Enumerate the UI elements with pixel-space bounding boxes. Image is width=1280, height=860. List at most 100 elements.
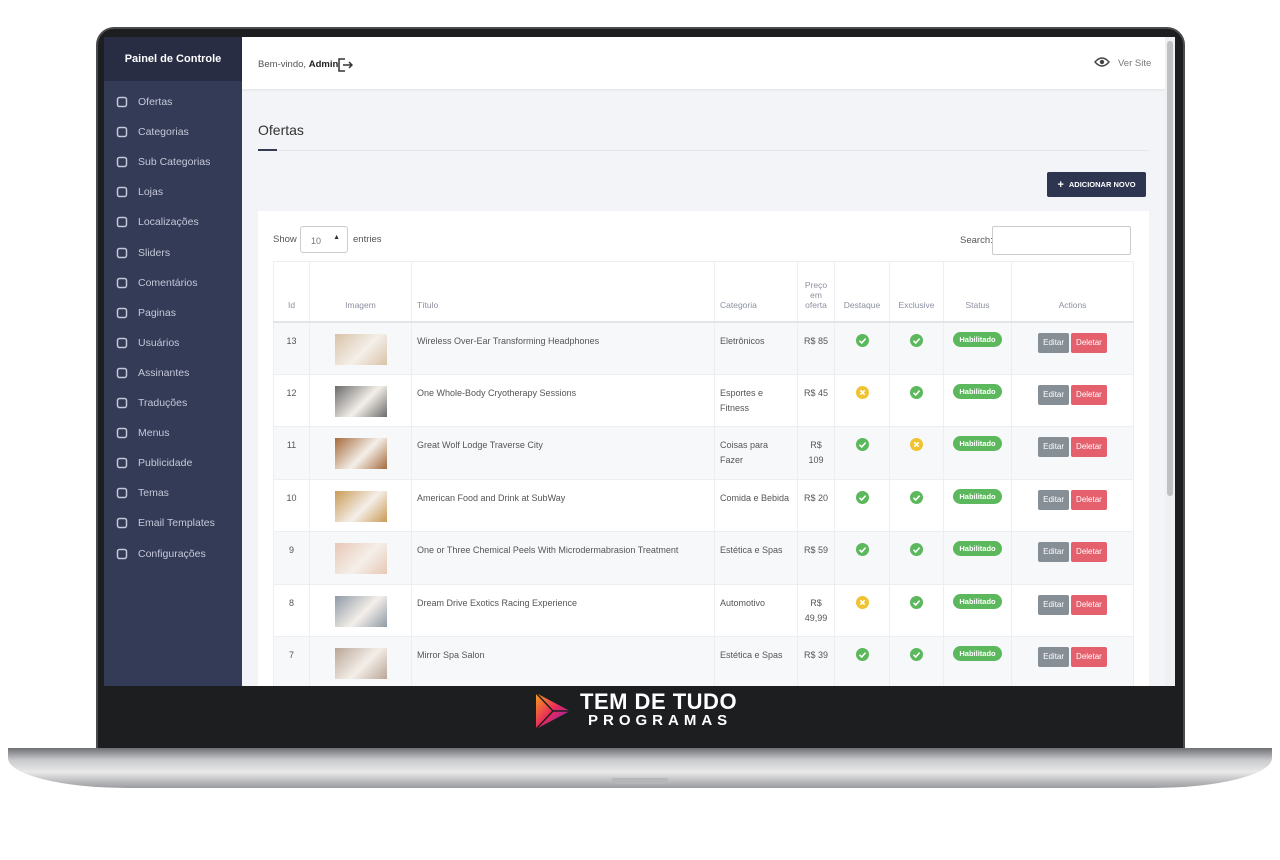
icon-glyph	[858, 442, 866, 449]
cell-title: Wireless Over-Ear Transforming Headphone…	[411, 321, 715, 375]
menu-label: Sub Categorias	[138, 156, 211, 169]
icon-shape	[116, 518, 128, 529]
cell-price: R$ 59	[797, 531, 835, 585]
menu-label: Menus	[138, 427, 170, 440]
menu-item[interactable]: Localizações	[116, 211, 240, 233]
edit-button[interactable]: Editar	[1038, 437, 1070, 457]
menu-item[interactable]: Configurações	[116, 543, 240, 565]
edit-button[interactable]: Editar	[1038, 594, 1070, 615]
menu-icon	[116, 488, 128, 499]
cell-title: American Food and Drink at SubWay	[411, 478, 715, 532]
menu-item[interactable]: Publicidade	[116, 452, 240, 474]
scrollbar[interactable]	[1165, 37, 1175, 686]
delete-button[interactable]: Deletar	[1071, 437, 1107, 457]
menu-item[interactable]: Menus	[116, 422, 240, 444]
check-icon	[855, 490, 869, 504]
cell-actions: Editar Deletar	[1011, 531, 1134, 585]
status-badge: Habilitado	[953, 436, 1002, 451]
cross-icon	[855, 595, 869, 609]
delete-button[interactable]: Deletar	[1071, 594, 1107, 615]
thumbnail	[334, 490, 387, 522]
status-badge: Habilitado	[953, 383, 1002, 399]
table-row: 11 Great Wolf Lodge Traverse City Coisas p…	[273, 426, 1134, 480]
menu-item[interactable]: Paginas	[116, 302, 240, 324]
edit-button[interactable]: Editar	[1038, 384, 1070, 405]
menu-item[interactable]: Temas	[116, 482, 240, 504]
table-card: Show 10 ▲ entries Search: Id Imagem Título C…	[258, 211, 1149, 686]
table-row: 9 One or Three Chemical Peels With Microd…	[273, 531, 1134, 585]
edit-button[interactable]: Editar	[1038, 647, 1070, 667]
cell-featured	[834, 531, 890, 585]
menu-item[interactable]: Ofertas	[116, 91, 240, 113]
table-row: 12 One Whole-Body Cryotherapy Sessions Esp…	[273, 373, 1134, 427]
screen: Painel de Controle Ofertas Categorias Sub …	[104, 37, 1175, 686]
welcome-text: Bem-vindo,	[258, 59, 307, 70]
edit-button[interactable]: Editar	[1038, 542, 1070, 562]
logout-icon[interactable]	[337, 57, 353, 73]
icon-glyph	[912, 389, 921, 396]
cell-image	[309, 321, 412, 375]
icon-glyph	[858, 547, 866, 554]
divider	[258, 150, 1149, 151]
delete-button[interactable]: Deletar	[1071, 542, 1107, 562]
header-row: Id Imagem Título Categoria Preço em oferta De…	[273, 261, 1134, 323]
menu-item[interactable]: Comentários	[116, 272, 240, 294]
edit-button[interactable]: Editar	[1038, 489, 1070, 510]
sidebar-title: Painel de Controle	[104, 37, 242, 81]
icon-shape	[116, 187, 128, 198]
edit-button[interactable]: Editar	[1038, 332, 1070, 353]
table-row: 13 Wireless Over-Ear Transforming Headpho…	[273, 321, 1134, 375]
thumbnail	[334, 438, 387, 469]
menu-item[interactable]: Sliders	[116, 242, 240, 264]
cell-id: 10	[273, 478, 310, 532]
cell-id: 7	[273, 636, 310, 686]
cell-id: 13	[273, 321, 310, 375]
cell-actions: Editar Deletar	[1011, 636, 1134, 686]
cell-category: Automotivo	[714, 583, 798, 637]
search-input[interactable]	[992, 226, 1131, 255]
cell-title: Mirror Spa Salon	[411, 636, 715, 686]
page-title: Ofertas	[258, 122, 304, 138]
menu-item[interactable]: Usuários	[116, 332, 240, 354]
entries-select[interactable]: 10 ▲	[300, 226, 348, 253]
menu-icon	[116, 518, 128, 529]
menu-item[interactable]: Assinantes	[116, 362, 240, 384]
delete-button[interactable]: Deletar	[1071, 384, 1107, 405]
cell-actions: Editar Deletar	[1011, 478, 1134, 532]
column-header: Actions	[1011, 261, 1134, 323]
cell-actions: Editar Deletar	[1011, 373, 1134, 427]
cell-featured	[834, 636, 890, 686]
icon-bg	[910, 648, 923, 661]
cell-category: Estética e Spas	[714, 531, 798, 585]
cross-icon	[910, 438, 923, 451]
cell-exclusive	[889, 531, 944, 585]
menu-item[interactable]: Categorias	[116, 121, 240, 143]
cell-status: Habilitado	[943, 478, 1012, 532]
delete-button[interactable]: Deletar	[1071, 332, 1107, 353]
icon-shape	[116, 126, 128, 138]
entries-value: 10	[311, 236, 322, 246]
add-button[interactable]: + ADICIONAR NOVO	[1047, 172, 1146, 197]
table-row: 7 Mirror Spa Salon Estética e Spas R$ 39 Hab…	[273, 636, 1134, 686]
sidebar: Painel de Controle Ofertas Categorias Sub …	[104, 37, 242, 686]
menu-item[interactable]: Email Templates	[116, 512, 240, 534]
status-badge: Habilitado	[953, 593, 1002, 609]
check-icon	[910, 385, 923, 399]
menu-label: Temas	[138, 487, 169, 500]
cell-exclusive	[889, 583, 944, 637]
cell-exclusive	[889, 321, 944, 375]
delete-button[interactable]: Deletar	[1071, 647, 1107, 667]
view-site[interactable]: Ver Site	[1118, 58, 1152, 69]
cell-image	[309, 636, 412, 686]
menu-item[interactable]: Lojas	[116, 181, 240, 203]
column-header: Status	[943, 261, 1012, 323]
add-button-label: ADICIONAR NOVO	[1068, 180, 1136, 189]
menu-item[interactable]: Sub Categorias	[116, 151, 240, 173]
status-badge: Habilitado	[953, 541, 1002, 556]
icon-shape	[116, 367, 128, 379]
cell-featured	[834, 321, 890, 375]
menu-label: Lojas	[138, 186, 164, 199]
delete-button[interactable]: Deletar	[1071, 489, 1107, 510]
menu-item[interactable]: Traduções	[116, 392, 240, 414]
check-icon	[910, 595, 923, 609]
